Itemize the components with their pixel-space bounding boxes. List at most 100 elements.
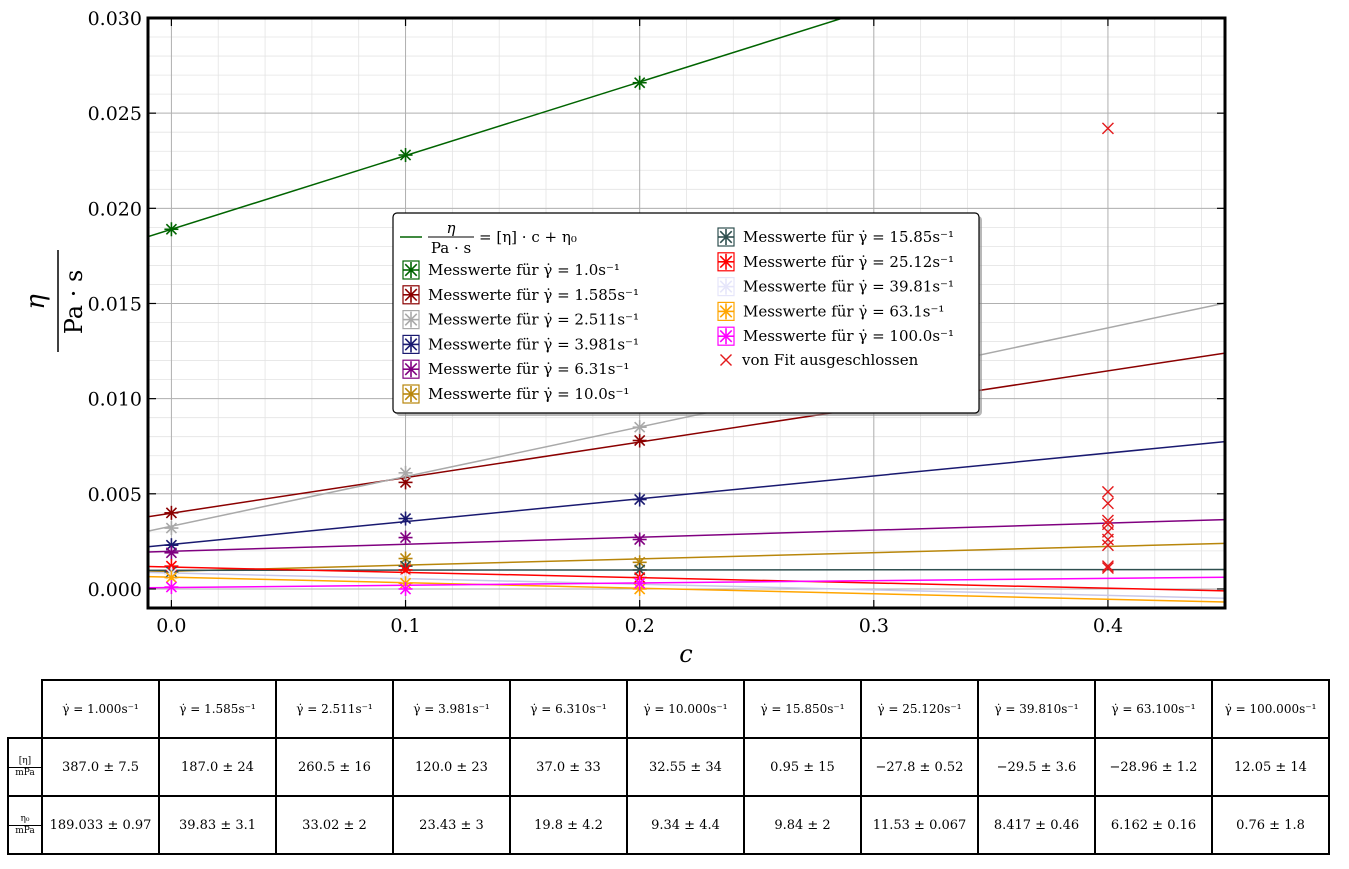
legend-label: Messwerte für γ̇ = 25.12s⁻¹ bbox=[743, 253, 954, 271]
legend-marker bbox=[718, 303, 734, 320]
legend-label: Messwerte für γ̇ = 39.81s⁻¹ bbox=[743, 278, 954, 296]
legend-excluded-label: von Fit ausgeschlossen bbox=[741, 351, 919, 369]
legend-marker bbox=[403, 386, 419, 402]
ticks: 0.0 0.1 0.2 0.3 0.4 0.000 0.005 0.010 0.015 0.020… bbox=[88, 8, 1225, 637]
table-cell: 23.43 ± 3 bbox=[392, 795, 511, 855]
table-cell: 187.0 ± 24 bbox=[158, 737, 277, 797]
table-header: γ̇ = 100.000s⁻¹ bbox=[1211, 679, 1330, 739]
fit-line bbox=[148, 518, 1225, 553]
y-tick-label: 0.000 bbox=[88, 579, 142, 601]
table-row: [η] mPa 387.0 ± 7.5 187.0 ± 24 260.5 ± 1… bbox=[7, 737, 1330, 797]
x-tick-label: 0.2 bbox=[625, 615, 655, 637]
legend-marker bbox=[403, 361, 419, 378]
data-point bbox=[398, 581, 413, 596]
legend: η Pa · s = [η] · c + η₀ Messwerte für γ̇… bbox=[392, 212, 982, 416]
fit-line bbox=[148, 302, 1225, 532]
legend-entry: Messwerte für γ̇ = 1.585s⁻¹ bbox=[402, 285, 639, 305]
chart: 0.0 0.1 0.2 0.3 0.4 0.000 0.005 0.010 0.015 0.020… bbox=[21, 8, 1227, 668]
table-cell: 8.417 ± 0.46 bbox=[977, 795, 1096, 855]
data-point bbox=[632, 420, 647, 435]
table-header: γ̇ = 1.585s⁻¹ bbox=[158, 679, 277, 739]
legend-entry: Messwerte für γ̇ = 2.511s⁻¹ bbox=[402, 310, 639, 330]
table-header-row: γ̇ = 1.000s⁻¹ γ̇ = 1.585s⁻¹ γ̇ = 2.511s⁻… bbox=[8, 679, 1330, 739]
table-cell: 12.05 ± 14 bbox=[1211, 737, 1330, 797]
fit-line bbox=[148, 575, 1225, 603]
table-cell: −27.8 ± 0.52 bbox=[860, 737, 979, 797]
legend-box bbox=[392, 212, 980, 414]
legend-entry: Messwerte für γ̇ = 3.981s⁻¹ bbox=[402, 334, 639, 354]
table-cell: 37.0 ± 33 bbox=[509, 737, 628, 797]
excluded-point bbox=[1101, 533, 1114, 546]
fit-lines bbox=[148, 18, 1225, 603]
fit-line bbox=[148, 571, 1225, 599]
legend-marker bbox=[403, 311, 419, 328]
table-cell: 0.76 ± 1.8 bbox=[1211, 795, 1330, 855]
legend-label: Messwerte für γ̇ = 10.0s⁻¹ bbox=[428, 385, 629, 403]
data-point bbox=[632, 75, 647, 90]
legend-entry: Messwerte für γ̇ = 100.0s⁻¹ bbox=[717, 326, 954, 346]
fit-line bbox=[148, 542, 1225, 573]
legend-entry: Messwerte für γ̇ = 63.1s⁻¹ bbox=[717, 301, 944, 321]
y-tick-label: 0.015 bbox=[88, 293, 142, 315]
excluded-point bbox=[1101, 485, 1114, 498]
fit-line bbox=[148, 576, 1225, 589]
excluded-point bbox=[1101, 122, 1114, 135]
y-tick-label: 0.010 bbox=[88, 389, 142, 411]
x-tick-label: 0.4 bbox=[1093, 615, 1123, 637]
legend-fit-rhs: = [η] · c + η₀ bbox=[479, 228, 577, 246]
x-tick-label: 0.3 bbox=[859, 615, 889, 637]
legend-entry: Messwerte für γ̇ = 25.12s⁻¹ bbox=[717, 252, 954, 272]
table-header: γ̇ = 10.000s⁻¹ bbox=[626, 679, 745, 739]
table-cell: 39.83 ± 3.1 bbox=[158, 795, 277, 855]
excluded-point bbox=[1101, 560, 1114, 573]
table-header: γ̇ = 1.000s⁻¹ bbox=[41, 679, 160, 739]
table-cell: 0.95 ± 15 bbox=[743, 737, 862, 797]
table-cell: 33.02 ± 2 bbox=[275, 795, 394, 855]
table-row: η₀ mPa 189.033 ± 0.97 39.83 ± 3.1 33.02 … bbox=[7, 795, 1330, 855]
legend-fit-den: Pa · s bbox=[431, 239, 471, 257]
table-cell: −28.96 ± 1.2 bbox=[1094, 737, 1213, 797]
y-tick-label: 0.025 bbox=[88, 103, 142, 125]
data-point bbox=[632, 433, 647, 448]
excluded-point bbox=[1101, 539, 1114, 552]
data-point bbox=[632, 492, 647, 507]
legend-label: Messwerte für γ̇ = 6.31s⁻¹ bbox=[428, 360, 629, 378]
legend-excluded-marker bbox=[720, 354, 732, 366]
legend-marker bbox=[718, 229, 734, 245]
excluded-point bbox=[1101, 514, 1114, 527]
data-point bbox=[398, 511, 413, 526]
results-table: γ̇ = 1.000s⁻¹ γ̇ = 1.585s⁻¹ γ̇ = 2.511s⁻… bbox=[7, 679, 1330, 855]
table-corner bbox=[8, 680, 42, 738]
data-point bbox=[398, 530, 413, 545]
table-header: γ̇ = 15.850s⁻¹ bbox=[743, 679, 862, 739]
table-cell: 11.53 ± 0.067 bbox=[860, 795, 979, 855]
y-axis-label-num: η bbox=[21, 294, 51, 310]
table-cell: 19.8 ± 4.2 bbox=[509, 795, 628, 855]
fit-line bbox=[148, 565, 1225, 592]
table-cell: −29.5 ± 3.6 bbox=[977, 737, 1096, 797]
excluded-point bbox=[1101, 497, 1114, 510]
legend-label: Messwerte für γ̇ = 100.0s⁻¹ bbox=[743, 327, 954, 345]
data-point bbox=[398, 465, 413, 480]
data-point bbox=[164, 545, 179, 560]
table-header: γ̇ = 6.310s⁻¹ bbox=[509, 679, 628, 739]
data-point bbox=[164, 580, 179, 595]
row-label-den: mPa bbox=[15, 825, 35, 836]
table-cell: 120.0 ± 23 bbox=[392, 737, 511, 797]
table-header: γ̇ = 3.981s⁻¹ bbox=[392, 679, 511, 739]
table-header: γ̇ = 2.511s⁻¹ bbox=[275, 679, 394, 739]
row-label-num: η₀ bbox=[9, 814, 41, 826]
legend-label: Messwerte für γ̇ = 1.0s⁻¹ bbox=[428, 261, 620, 279]
legend-marker bbox=[403, 262, 419, 278]
y-tick-label: 0.005 bbox=[88, 484, 142, 506]
data-point bbox=[398, 148, 413, 163]
legend-entry: Messwerte für γ̇ = 39.81s⁻¹ bbox=[717, 277, 954, 297]
legend-marker bbox=[718, 278, 734, 295]
row-label-intrinsic-viscosity: [η] mPa bbox=[7, 737, 43, 797]
legend-label: Messwerte für γ̇ = 1.585s⁻¹ bbox=[428, 286, 639, 304]
legend-entry: Messwerte für γ̇ = 10.0s⁻¹ bbox=[402, 384, 629, 404]
y-axis-label: η Pa · s bbox=[21, 250, 88, 352]
data-points bbox=[164, 75, 1114, 596]
legend-label: Messwerte für γ̇ = 3.981s⁻¹ bbox=[428, 335, 639, 353]
legend-label: Messwerte für γ̇ = 2.511s⁻¹ bbox=[428, 311, 639, 329]
